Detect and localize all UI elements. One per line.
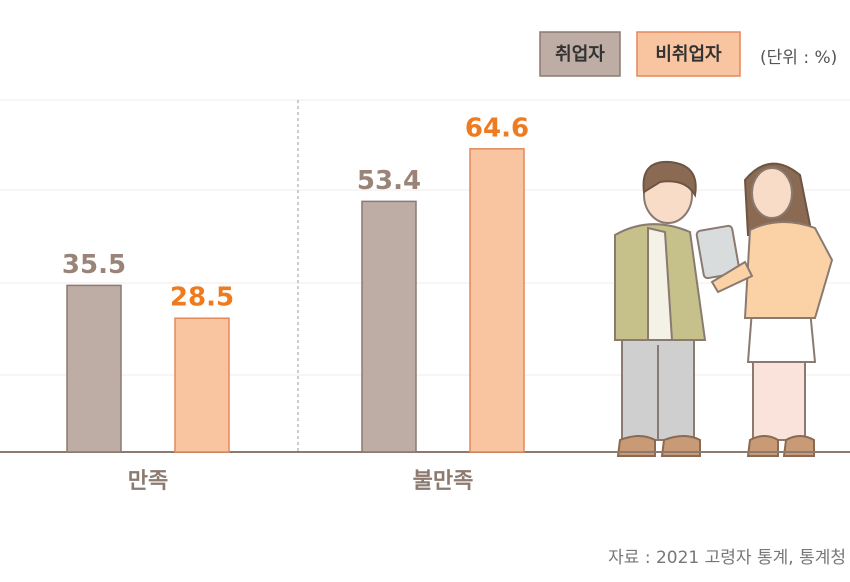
bar	[469, 148, 525, 453]
bar	[66, 284, 122, 453]
illustration	[614, 160, 834, 457]
legend-label: 비취업자	[655, 44, 722, 65]
grid	[0, 99, 850, 376]
legend-label: 취업자	[555, 44, 605, 65]
x-tick-label: 불만족	[413, 469, 474, 494]
value-label: 35.5	[62, 250, 126, 280]
value-label: 53.4	[357, 166, 421, 196]
unit-label: (단위 : %)	[760, 48, 837, 68]
legend-swatch	[539, 31, 621, 77]
x-tick-label: 만족	[128, 469, 168, 494]
legend-swatch	[636, 31, 741, 77]
source: 자료 : 2021 고령자 통계, 통계청	[608, 548, 846, 568]
bar	[174, 317, 230, 453]
value-label: 64.6	[465, 113, 529, 143]
value-label: 28.5	[170, 283, 234, 313]
bar	[361, 200, 417, 453]
